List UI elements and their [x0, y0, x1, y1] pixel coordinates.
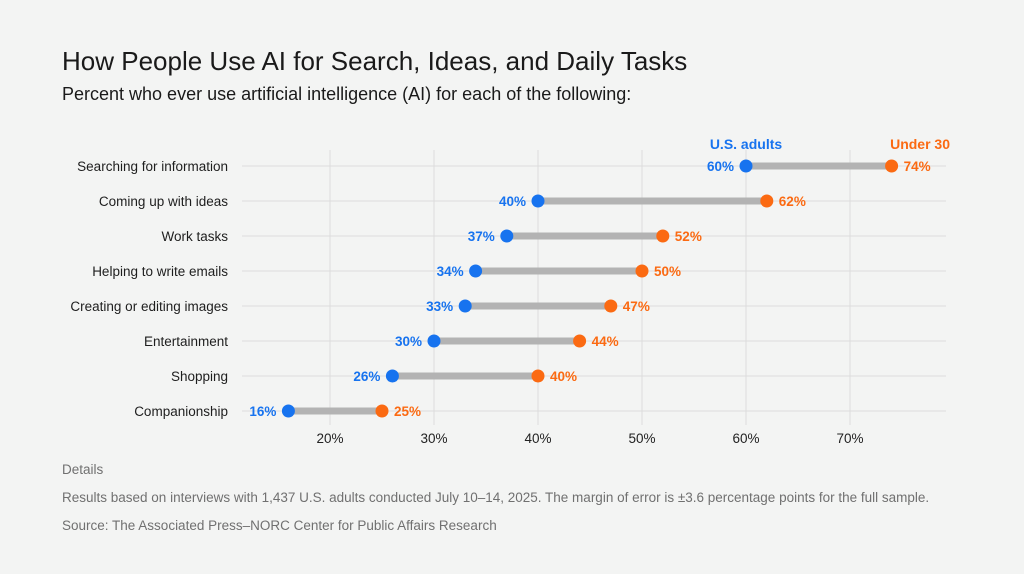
footer-source: Source: The Associated Press–NORC Center… [62, 518, 497, 533]
us-adults-dot [281, 404, 295, 418]
legend-under-30: Under 30 [890, 136, 950, 152]
us-adults-dot [531, 194, 545, 208]
us-adults-dot [469, 264, 483, 278]
under-30-value-label: 47% [623, 299, 650, 314]
under-30-dot [885, 159, 899, 173]
chart-subtitle: Percent who ever use artificial intellig… [62, 84, 632, 104]
under-30-value-label: 40% [550, 369, 577, 384]
category-label: Helping to write emails [92, 264, 228, 279]
under-30-value-label: 62% [779, 194, 806, 209]
us-adults-value-label: 26% [353, 369, 380, 384]
category-label: Entertainment [144, 334, 228, 349]
under-30-value-label: 52% [675, 229, 702, 244]
under-30-value-label: 74% [904, 159, 931, 174]
us-adults-value-label: 33% [426, 299, 453, 314]
under-30-value-label: 25% [394, 404, 421, 419]
category-label: Shopping [171, 369, 228, 384]
x-tick-label: 40% [524, 431, 551, 446]
chart-title: How People Use AI for Search, Ideas, and… [62, 46, 688, 76]
us-adults-value-label: 40% [499, 194, 526, 209]
footer-details-heading: Details [62, 462, 104, 477]
under-30-value-label: 50% [654, 264, 681, 279]
us-adults-dot [427, 334, 441, 348]
us-adults-dot [458, 299, 472, 313]
legend-us-adults: U.S. adults [710, 136, 783, 152]
x-tick-label: 30% [420, 431, 447, 446]
under-30-dot [760, 194, 774, 208]
under-30-dot [573, 334, 587, 348]
x-tick-label: 70% [836, 431, 863, 446]
us-adults-value-label: 34% [437, 264, 464, 279]
footer-note: Results based on interviews with 1,437 U… [62, 490, 930, 505]
us-adults-dot [385, 369, 399, 383]
under-30-dot [375, 404, 389, 418]
us-adults-value-label: 16% [249, 404, 276, 419]
category-label: Creating or editing images [70, 299, 228, 314]
us-adults-value-label: 60% [707, 159, 734, 174]
under-30-dot [604, 299, 618, 313]
category-label: Companionship [134, 404, 228, 419]
under-30-value-label: 44% [592, 334, 619, 349]
us-adults-value-label: 37% [468, 229, 495, 244]
x-tick-label: 50% [628, 431, 655, 446]
us-adults-dot [500, 229, 514, 243]
under-30-dot [635, 264, 649, 278]
category-label: Searching for information [77, 159, 228, 174]
category-label: Coming up with ideas [99, 194, 228, 209]
us-adults-value-label: 30% [395, 334, 422, 349]
us-adults-dot [739, 159, 753, 173]
x-tick-label: 60% [732, 431, 759, 446]
under-30-dot [531, 369, 545, 383]
x-tick-label: 20% [316, 431, 343, 446]
category-label: Work tasks [161, 229, 228, 244]
under-30-dot [656, 229, 670, 243]
